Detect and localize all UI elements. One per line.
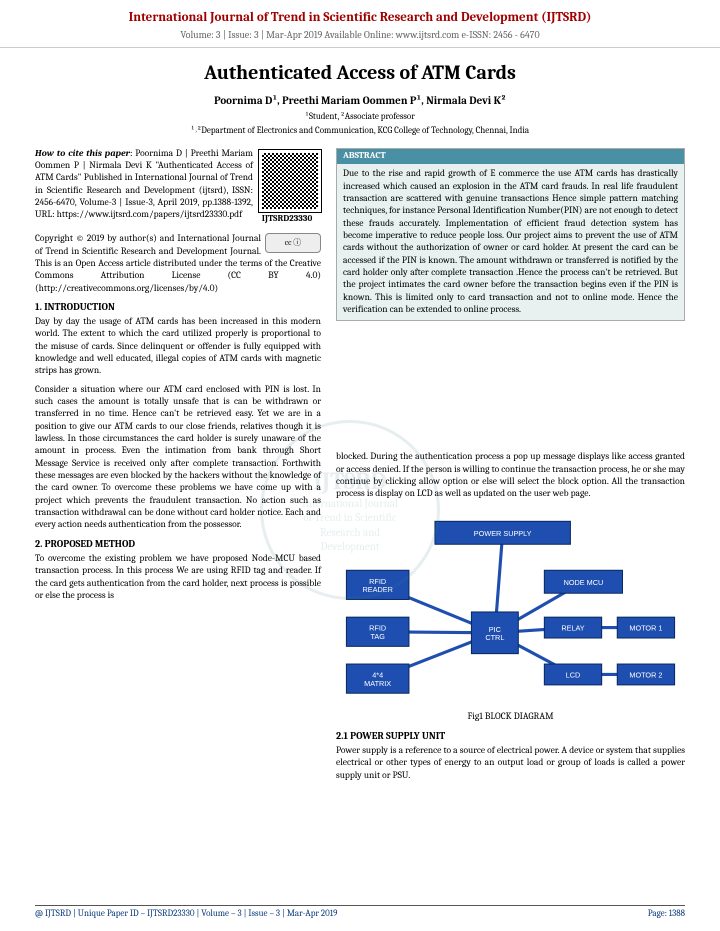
block-diagram: POWER SUPPLYRFIDREADERNODE MCURFIDTAGPIC… <box>336 513 685 706</box>
abstract-header: ABSTRACT <box>337 149 684 165</box>
paper-id-label: IJTSRD23330 <box>253 214 321 226</box>
svg-text:MOTOR 2: MOTOR 2 <box>629 670 662 679</box>
paper-title: Authenticated Access of ATM Cards <box>0 60 720 86</box>
svg-text:MATRIX: MATRIX <box>364 679 391 688</box>
page-footer: @ IJTSRD | Unique Paper ID – IJTSRD23330… <box>35 905 685 921</box>
qr-code-icon <box>259 150 321 212</box>
footer-left: @ IJTSRD | Unique Paper ID – IJTSRD23330… <box>35 909 337 921</box>
svg-text:TAG: TAG <box>370 632 385 641</box>
affil-dept: ¹˒²Department of Electronics and Communi… <box>0 126 720 138</box>
svg-text:LCD: LCD <box>566 670 581 679</box>
affil-roles: ¹Student, ²Associate professor <box>0 112 720 124</box>
psu-p1: Power supply is a reference to a source … <box>336 745 685 782</box>
svg-text:CTRL: CTRL <box>485 633 504 642</box>
cc-badge-icon: cc ⓘ <box>265 233 321 253</box>
abstract-body: Due to the rise and rapid growth of E co… <box>337 164 684 320</box>
cite-label: How to cite this paper <box>35 148 130 159</box>
journal-name: International Journal of Trend in Scient… <box>35 10 685 27</box>
left-column: IJTSRD23330 How to cite this paper: Poor… <box>35 148 321 788</box>
svg-text:NODE MCU: NODE MCU <box>564 578 604 587</box>
proposed-p1: To overcome the existing problem we have… <box>35 553 321 602</box>
section-psu-title: 2.1 POWER SUPPLY UNIT <box>336 730 685 743</box>
journal-header: International Journal of Trend in Scient… <box>0 0 720 48</box>
content-columns: IJTSRD23330 How to cite this paper: Poor… <box>0 140 720 788</box>
svg-text:READER: READER <box>363 585 393 594</box>
svg-text:RELAY: RELAY <box>561 623 584 632</box>
fig1-caption: Fig1 BLOCK DIAGRAM <box>336 711 685 723</box>
citation-box: IJTSRD23330 How to cite this paper: Poor… <box>35 148 321 226</box>
authors: Poornima D¹, Preethi Mariam Oommen P¹, N… <box>0 94 720 108</box>
col2-p1: blocked. During the authentication proce… <box>336 451 685 500</box>
svg-text:MOTOR 1: MOTOR 1 <box>629 623 662 632</box>
right-column: ABSTRACT Due to the rise and rapid growt… <box>336 148 685 788</box>
section-proposed-title: 2. PROPOSED METHOD <box>35 538 321 551</box>
copyright-text: cc ⓘ Copyright © 2019 by author(s) and I… <box>35 233 321 295</box>
svg-text:POWER SUPPLY: POWER SUPPLY <box>474 529 532 538</box>
journal-sub: Volume: 3 | Issue: 3 | Mar-Apr 2019 Avai… <box>35 29 685 42</box>
section-intro-title: 1. INTRODUCTION <box>35 301 321 314</box>
footer-right: Page: 1388 <box>648 909 685 921</box>
abstract-box: ABSTRACT Due to the rise and rapid growt… <box>336 148 685 322</box>
intro-p2: Consider a situation where our ATM card … <box>35 384 321 532</box>
intro-p1: Day by day the usage of ATM cards has be… <box>35 316 321 378</box>
